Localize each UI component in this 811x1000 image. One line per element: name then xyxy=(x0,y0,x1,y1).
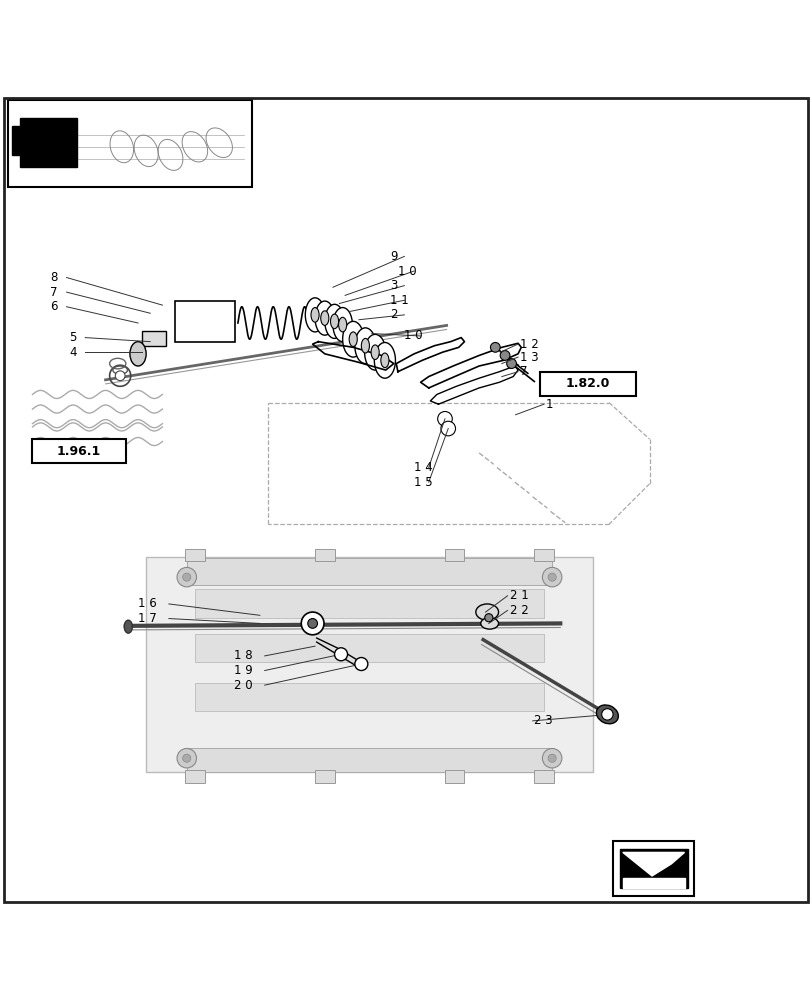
Circle shape xyxy=(542,748,561,768)
Circle shape xyxy=(506,359,516,368)
Bar xyxy=(174,301,235,342)
Text: 1 1: 1 1 xyxy=(389,294,408,307)
Text: 1 2: 1 2 xyxy=(519,338,538,351)
Ellipse shape xyxy=(475,604,498,620)
Text: 1 9: 1 9 xyxy=(234,664,252,677)
Text: 1 0: 1 0 xyxy=(404,329,423,342)
Text: 8: 8 xyxy=(50,271,58,284)
Ellipse shape xyxy=(364,334,385,370)
Bar xyxy=(185,770,204,783)
Text: 1 3: 1 3 xyxy=(519,351,538,364)
Polygon shape xyxy=(12,126,24,155)
Circle shape xyxy=(334,648,347,661)
Text: 1 8: 1 8 xyxy=(234,649,252,662)
Ellipse shape xyxy=(333,308,352,342)
Ellipse shape xyxy=(371,345,379,360)
Circle shape xyxy=(177,567,196,587)
Ellipse shape xyxy=(130,342,146,366)
Circle shape xyxy=(354,658,367,671)
Ellipse shape xyxy=(124,620,132,633)
Text: 1 7: 1 7 xyxy=(138,612,157,625)
Text: 7: 7 xyxy=(519,365,526,378)
Circle shape xyxy=(307,619,317,628)
Circle shape xyxy=(547,573,556,581)
Bar xyxy=(315,549,334,561)
Bar xyxy=(534,770,553,783)
Circle shape xyxy=(301,612,324,635)
Text: 2 3: 2 3 xyxy=(534,714,552,727)
Ellipse shape xyxy=(380,353,388,368)
Circle shape xyxy=(182,754,191,762)
Circle shape xyxy=(547,754,556,762)
Bar xyxy=(315,770,334,783)
Bar xyxy=(195,634,543,662)
Ellipse shape xyxy=(338,317,346,332)
Ellipse shape xyxy=(349,332,357,347)
Text: 2 2: 2 2 xyxy=(509,604,528,617)
Ellipse shape xyxy=(320,311,328,325)
Text: 1: 1 xyxy=(545,398,552,411)
Circle shape xyxy=(440,421,455,436)
Circle shape xyxy=(490,342,500,352)
Polygon shape xyxy=(20,118,77,167)
Text: 5: 5 xyxy=(69,331,76,344)
Text: 2 1: 2 1 xyxy=(509,589,528,602)
Bar xyxy=(195,589,543,618)
Text: 1 5: 1 5 xyxy=(414,476,432,489)
Bar xyxy=(539,372,635,396)
Text: 4: 4 xyxy=(69,346,76,359)
Ellipse shape xyxy=(311,308,319,322)
Text: 1 0: 1 0 xyxy=(397,265,416,278)
Ellipse shape xyxy=(480,618,498,629)
Text: 9: 9 xyxy=(389,250,397,263)
Bar xyxy=(8,100,251,187)
Polygon shape xyxy=(622,878,684,888)
Polygon shape xyxy=(187,558,551,585)
Circle shape xyxy=(542,567,561,587)
Bar xyxy=(32,439,126,463)
Circle shape xyxy=(115,371,125,381)
Text: 1 4: 1 4 xyxy=(414,461,432,474)
Bar xyxy=(195,683,543,711)
Text: 1.82.0: 1.82.0 xyxy=(565,377,609,390)
Bar xyxy=(444,549,464,561)
Ellipse shape xyxy=(374,342,395,378)
Text: 1 6: 1 6 xyxy=(138,597,157,610)
Text: 2 0: 2 0 xyxy=(234,679,252,692)
Ellipse shape xyxy=(330,314,338,329)
Ellipse shape xyxy=(324,304,344,338)
Text: 7: 7 xyxy=(50,286,58,299)
Polygon shape xyxy=(187,748,551,772)
Ellipse shape xyxy=(595,705,618,724)
Polygon shape xyxy=(619,849,687,888)
Text: 3: 3 xyxy=(389,279,397,292)
Circle shape xyxy=(601,709,612,720)
Bar xyxy=(534,549,553,561)
Bar xyxy=(444,770,464,783)
Circle shape xyxy=(484,614,492,622)
Text: 2: 2 xyxy=(389,308,397,321)
Ellipse shape xyxy=(305,298,324,332)
Circle shape xyxy=(500,351,509,360)
Text: 6: 6 xyxy=(50,300,58,313)
Bar xyxy=(612,841,693,896)
Circle shape xyxy=(177,748,196,768)
Polygon shape xyxy=(622,852,684,876)
Circle shape xyxy=(182,573,191,581)
Circle shape xyxy=(437,411,452,426)
Ellipse shape xyxy=(315,301,334,335)
Polygon shape xyxy=(146,557,592,772)
Ellipse shape xyxy=(342,321,363,357)
Ellipse shape xyxy=(361,338,369,353)
Text: 1.96.1: 1.96.1 xyxy=(57,445,101,458)
Ellipse shape xyxy=(354,328,375,364)
Bar xyxy=(142,331,166,346)
Bar xyxy=(185,549,204,561)
